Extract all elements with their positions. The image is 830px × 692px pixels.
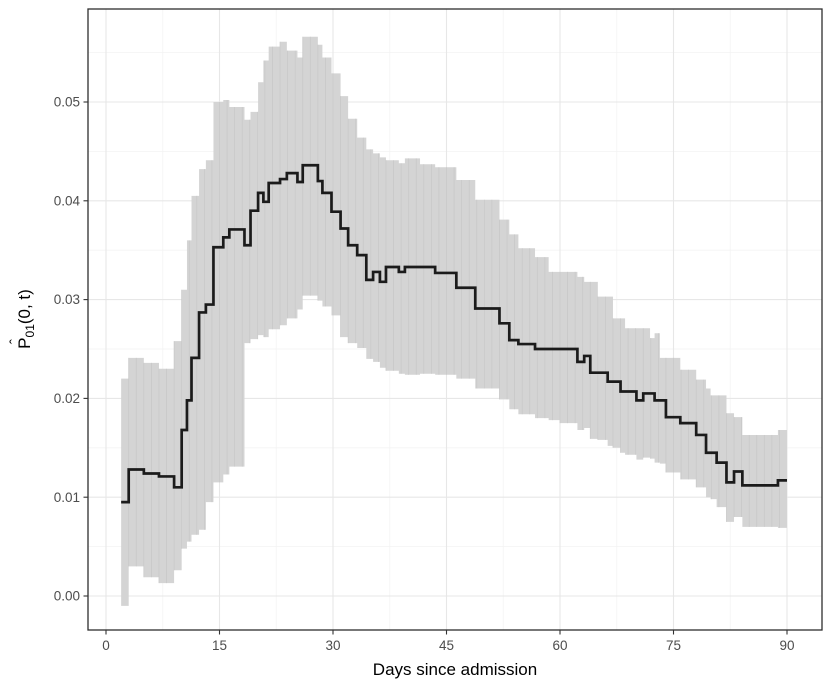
y-tick-label: 0.01 xyxy=(54,490,80,505)
x-tick-label: 0 xyxy=(102,638,110,653)
x-tick-label: 60 xyxy=(552,638,567,653)
x-tick-label: 45 xyxy=(439,638,454,653)
x-tick-label: 90 xyxy=(779,638,794,653)
x-axis-title: Days since admission xyxy=(372,660,538,679)
y-tick-label: 0.02 xyxy=(54,391,80,406)
y-tick-label: 0.03 xyxy=(54,292,80,307)
y-title-subscript: 01 xyxy=(23,324,37,338)
y-axis-title: ˆ P01(0, t) xyxy=(6,289,38,349)
y-tick-label: 0.05 xyxy=(54,95,80,110)
y-tick-label: 0.00 xyxy=(54,589,80,604)
x-tick-label: 75 xyxy=(666,638,681,653)
x-tick-label: 30 xyxy=(325,638,340,653)
hat-accent: ˆ xyxy=(6,339,24,345)
estimate-step-line xyxy=(121,163,788,504)
x-tick-label: 15 xyxy=(212,638,227,653)
y-title-suffix: (0, t) xyxy=(15,289,34,325)
y-tick-label: 0.04 xyxy=(54,193,81,208)
panel-border xyxy=(87,8,823,631)
